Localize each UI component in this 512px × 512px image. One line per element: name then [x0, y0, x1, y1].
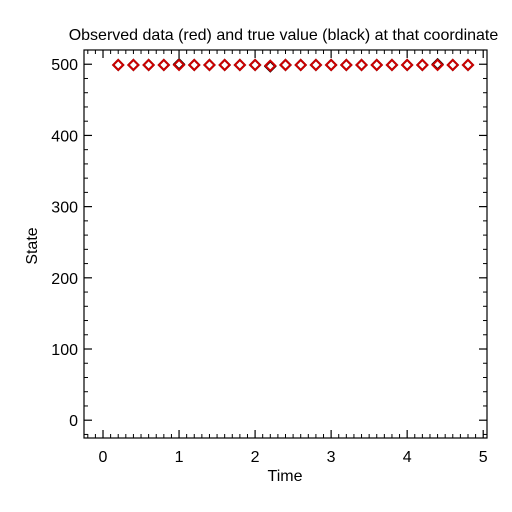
observed-point: [218, 58, 232, 72]
y-tick-label: 400: [51, 128, 78, 145]
true-value-point: [309, 58, 323, 72]
true-value-point: [446, 58, 460, 72]
y-tick-label: 0: [69, 413, 78, 430]
observed-point: [233, 58, 247, 72]
true-value-point: [279, 58, 292, 72]
observed-point: [187, 58, 201, 72]
x-tick-label: 3: [327, 449, 336, 466]
true-value-point: [339, 58, 353, 72]
x-axis: 0 1 2 3 4 5: [87, 50, 488, 466]
observed-point: [461, 58, 475, 72]
true-value-point: [324, 58, 338, 72]
y-tick-label: 500: [51, 57, 78, 74]
true-value-point: [294, 58, 308, 72]
observed-point: [339, 58, 353, 72]
observed-point: [324, 58, 338, 72]
true-value-point: [127, 58, 140, 72]
observed-point: [309, 58, 323, 72]
plot-border: [83, 49, 488, 439]
true-value-point: [355, 58, 368, 72]
chart-title: Observed data (red) and true value (blac…: [68, 27, 499, 44]
observed-point: [294, 58, 308, 72]
x-tick-label: 0: [99, 449, 108, 466]
true-value-point: [233, 58, 247, 72]
observed-point: [142, 58, 156, 72]
observed-point: [157, 58, 171, 72]
observed-point: [263, 59, 277, 73]
y-tick-label: 100: [51, 342, 78, 359]
x-tick-label: 1: [175, 449, 184, 466]
series-layer: [111, 57, 475, 73]
y-tick-label: 200: [51, 271, 78, 288]
true-value-point: [187, 58, 201, 72]
observed-point: [111, 58, 125, 72]
observed-point: [127, 58, 140, 72]
observed-point: [355, 58, 368, 72]
observed-point: [415, 58, 429, 72]
observed-point: [385, 58, 399, 72]
observed-point: [400, 58, 414, 72]
observed-point: [279, 58, 292, 72]
true-value-point: [111, 58, 125, 72]
x-tick-label: 2: [251, 449, 260, 466]
y-axis: 0 100 200 300 400 500: [51, 49, 487, 435]
true-value-point: [203, 58, 216, 72]
observed-point: [248, 58, 262, 72]
x-axis-label: Time: [267, 468, 303, 485]
y-tick-label: 300: [51, 200, 78, 217]
true-value-point: [218, 58, 232, 72]
plot-frame: [83, 49, 488, 439]
true-value-point: [385, 58, 399, 72]
true-value-point: [400, 58, 414, 72]
true-value-point: [157, 58, 171, 72]
observed-point: [370, 58, 384, 72]
true-value-point: [415, 58, 429, 72]
true-value-point: [248, 58, 262, 72]
x-tick-label: 4: [403, 449, 412, 466]
x-tick-label: 5: [479, 449, 488, 466]
true-value-point: [142, 58, 156, 72]
series-observed: [111, 58, 475, 73]
observed-point: [431, 58, 444, 72]
observed-point: [446, 58, 460, 72]
observed-point: [203, 58, 216, 72]
observed-point: [172, 58, 186, 72]
true-value-point: [370, 58, 384, 72]
true-value-point: [461, 58, 475, 72]
